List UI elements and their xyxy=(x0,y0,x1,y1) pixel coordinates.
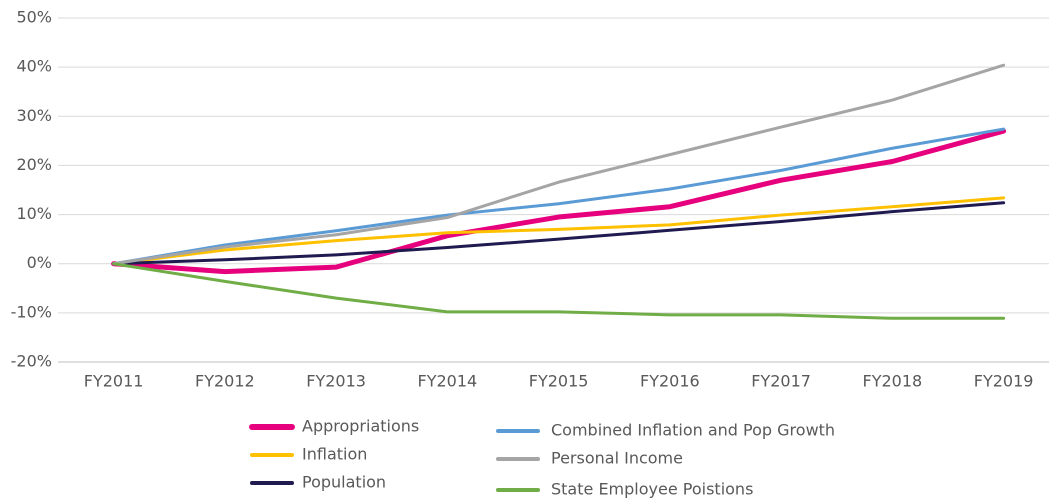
x-tick-label: FY2013 xyxy=(306,372,366,391)
x-tick-label: FY2015 xyxy=(529,372,589,391)
series-line xyxy=(112,201,1006,266)
x-tick-label: FY2019 xyxy=(974,372,1034,391)
y-tick-label: 50% xyxy=(16,8,52,27)
series-line xyxy=(112,63,1006,266)
series-line xyxy=(112,196,1006,266)
series-line xyxy=(112,127,1006,266)
y-tick-label: 0% xyxy=(27,253,52,272)
series-line xyxy=(112,262,1006,320)
y-tick-label: 10% xyxy=(16,204,52,223)
legend-label: Personal Income xyxy=(551,449,683,468)
x-tick-label: FY2011 xyxy=(84,372,144,391)
y-tick-label: 30% xyxy=(16,106,52,125)
y-tick-label: -10% xyxy=(11,302,52,321)
legend-label: State Employee Poistions xyxy=(551,480,753,499)
legend-label: Combined Inflation and Pop Growth xyxy=(551,421,835,440)
x-tick-label: FY2016 xyxy=(640,372,700,391)
x-tick-label: FY2014 xyxy=(418,372,478,391)
y-tick-label: 20% xyxy=(16,155,52,174)
legend-label: Population xyxy=(302,473,386,492)
y-tick-label: -20% xyxy=(11,352,52,371)
y-tick-label: 40% xyxy=(16,57,52,76)
legend-label: Appropriations xyxy=(302,417,419,436)
series-line xyxy=(111,128,1007,275)
x-tick-label: FY2012 xyxy=(195,372,255,391)
x-tick-label: FY2018 xyxy=(863,372,923,391)
legend-label: Inflation xyxy=(302,445,367,464)
x-tick-label: FY2017 xyxy=(751,372,811,391)
